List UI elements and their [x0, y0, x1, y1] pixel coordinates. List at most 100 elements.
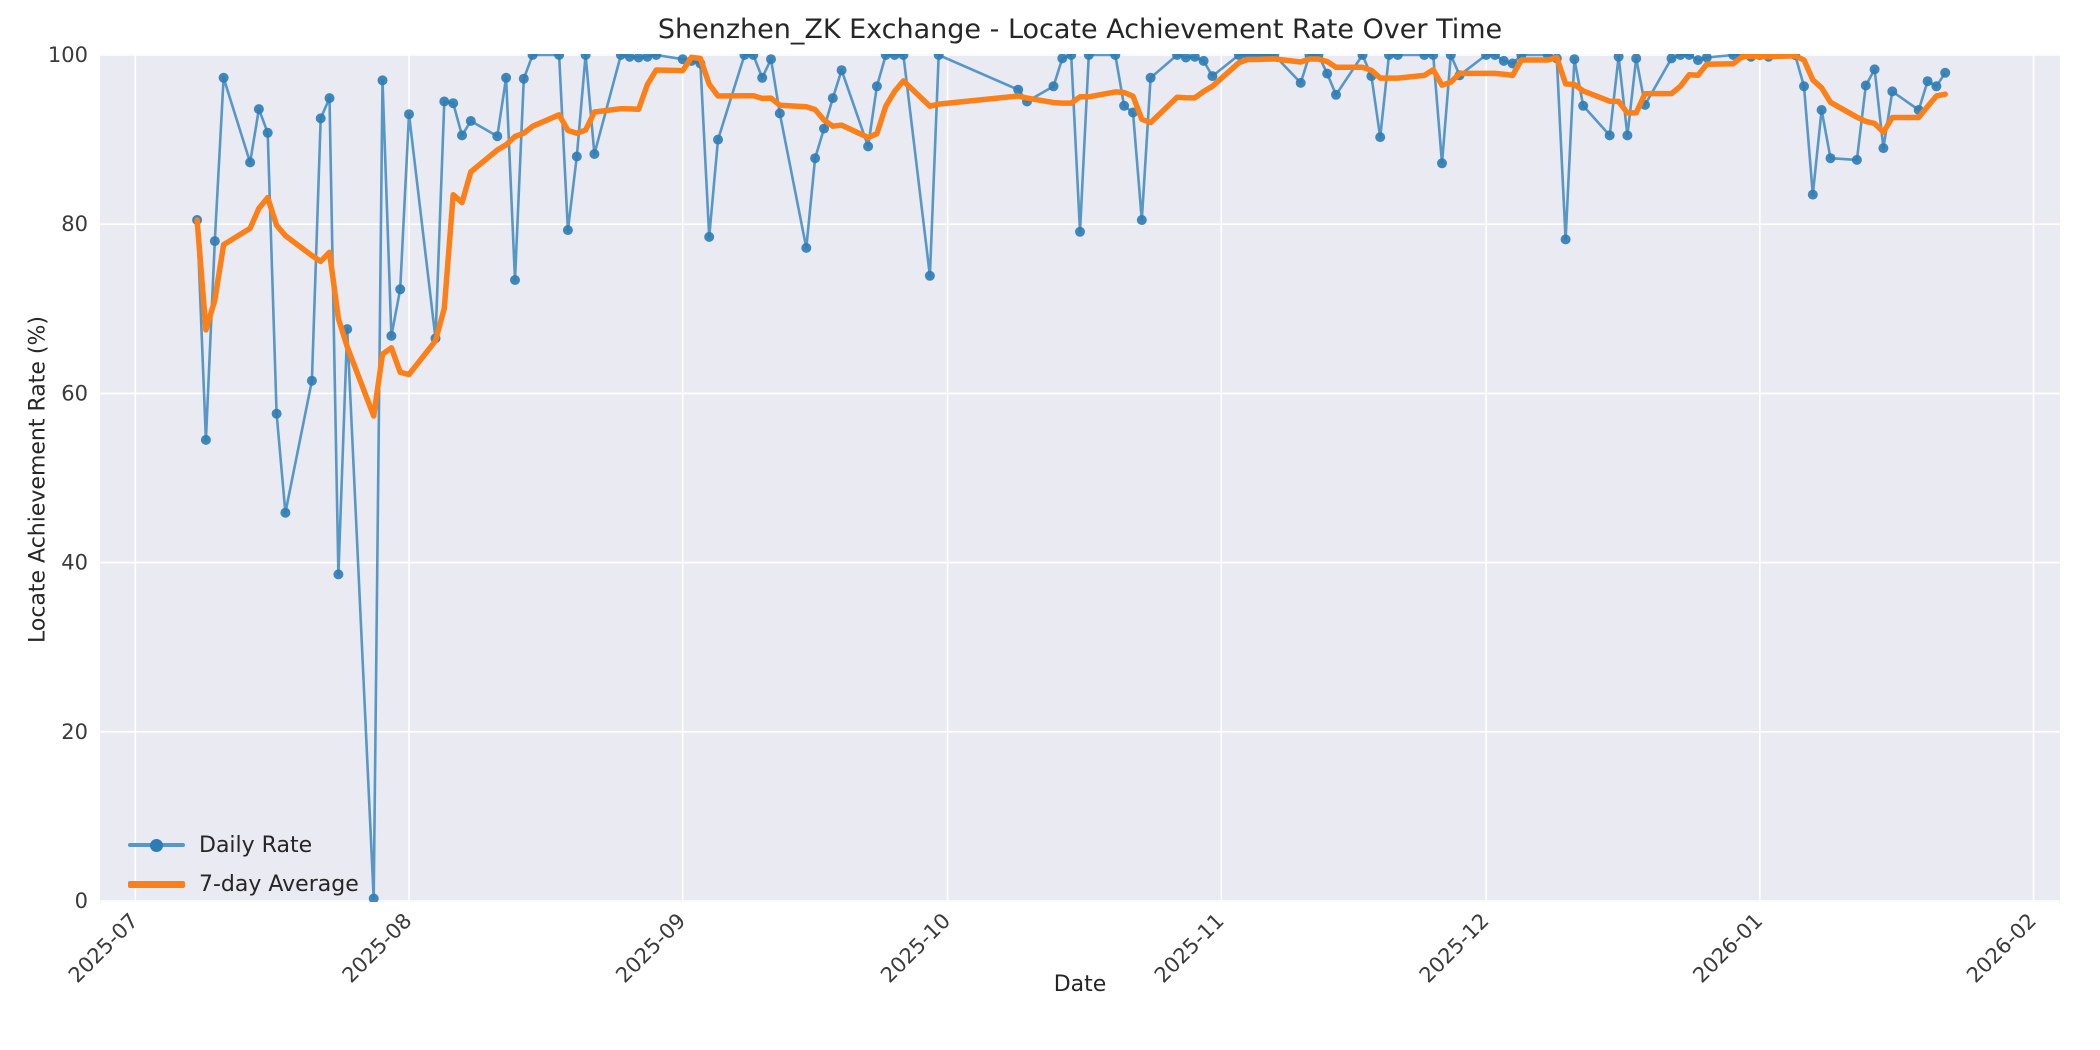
- data-point: [1419, 54, 1430, 60]
- data-point: [827, 93, 838, 104]
- data-point: [1869, 64, 1880, 75]
- data-point: [1604, 130, 1615, 141]
- data-point: [271, 408, 282, 419]
- data-point: [368, 893, 379, 902]
- data-point: [863, 141, 874, 152]
- data-point: [801, 242, 812, 253]
- legend-label-7day-average: 7-day Average: [199, 871, 359, 897]
- data-point: [262, 127, 273, 138]
- data-point: [924, 270, 935, 281]
- data-point: [245, 157, 256, 168]
- data-point: [704, 231, 715, 242]
- data-point: [1481, 54, 1492, 60]
- data-point: [1180, 54, 1191, 63]
- data-point: [889, 54, 900, 60]
- data-point: [465, 116, 476, 126]
- data-point: [1437, 158, 1447, 169]
- data-point: [457, 130, 467, 141]
- data-point: [518, 73, 529, 84]
- x-axis-label: Date: [1053, 972, 1107, 997]
- plot-area: [100, 54, 2060, 902]
- data-point: [1172, 54, 1183, 60]
- y-tick-label: 100: [48, 43, 88, 67]
- data-point: [1560, 234, 1571, 245]
- data-point: [1622, 130, 1633, 141]
- data-point: [439, 96, 450, 107]
- data-point: [1357, 54, 1368, 60]
- data-point: [1119, 100, 1130, 111]
- legend-label-daily-rate: Daily Rate: [199, 832, 313, 858]
- data-point: [1331, 89, 1341, 100]
- data-point: [1075, 226, 1085, 237]
- data-point: [713, 134, 723, 145]
- data-point: [218, 72, 229, 83]
- data-point: [448, 98, 459, 109]
- daily-rate-markers: [192, 54, 1951, 902]
- data-point: [651, 54, 662, 60]
- data-point: [1851, 154, 1862, 165]
- daily-rate-line-marker-icon: [128, 838, 185, 852]
- data-point: [1207, 71, 1218, 82]
- data-point: [1322, 68, 1333, 79]
- data-point: [1490, 54, 1500, 60]
- data-point: [1110, 54, 1121, 60]
- legend-item-7day-average: 7-day Average: [128, 871, 359, 897]
- gridlines: [100, 54, 2060, 902]
- data-point: [615, 54, 626, 60]
- data-point: [642, 54, 653, 62]
- data-point: [1684, 54, 1695, 60]
- data-point: [739, 54, 750, 60]
- data-point: [1083, 54, 1094, 60]
- data-point: [571, 151, 582, 162]
- data-point: [589, 149, 600, 159]
- data-point: [1860, 80, 1871, 91]
- data-point: [1816, 105, 1827, 115]
- data-point: [1931, 81, 1942, 92]
- data-point: [871, 81, 882, 92]
- data-point: [200, 434, 211, 445]
- data-point: [1048, 81, 1059, 92]
- data-point: [766, 54, 776, 65]
- data-point: [510, 275, 520, 285]
- data-point: [624, 54, 635, 62]
- data-point: [209, 236, 220, 247]
- data-point: [1613, 54, 1624, 62]
- data-point: [1701, 54, 1712, 63]
- data-point: [386, 330, 397, 341]
- data-point: [774, 108, 785, 119]
- y-tick-label: 80: [61, 212, 88, 236]
- data-point: [1375, 132, 1386, 143]
- data-point: [836, 65, 847, 76]
- data-point: [1189, 54, 1200, 62]
- y-tick-labels: 0 20 40 60 80 100: [48, 43, 88, 913]
- data-point: [1807, 189, 1818, 200]
- data-point: [554, 54, 565, 60]
- data-point: [819, 123, 829, 134]
- data-point: [1384, 54, 1394, 60]
- data-point: [1940, 67, 1951, 78]
- data-point: [1445, 54, 1456, 60]
- data-point: [1233, 54, 1244, 60]
- data-point: [1136, 215, 1147, 225]
- data-point: [315, 113, 326, 124]
- y-axis-label: Locate Achievement Rate (%): [25, 316, 51, 644]
- data-point: [1569, 54, 1580, 65]
- data-point: [1013, 84, 1024, 95]
- data-point: [1799, 81, 1809, 92]
- data-point: [527, 54, 538, 60]
- chart-title: Shenzhen_ZK Exchange - Locate Achievemen…: [657, 14, 1503, 45]
- y-tick-label: 40: [61, 551, 88, 575]
- data-point: [810, 153, 821, 164]
- data-point: [1887, 86, 1898, 97]
- data-point: [1066, 54, 1077, 60]
- data-point: [748, 54, 759, 60]
- data-point: [1428, 54, 1439, 60]
- data-point: [280, 507, 291, 518]
- data-point: [1693, 55, 1703, 66]
- data-point: [633, 54, 644, 63]
- data-point: [933, 54, 944, 60]
- data-point: [1498, 55, 1509, 66]
- y-tick-label: 0: [75, 889, 88, 913]
